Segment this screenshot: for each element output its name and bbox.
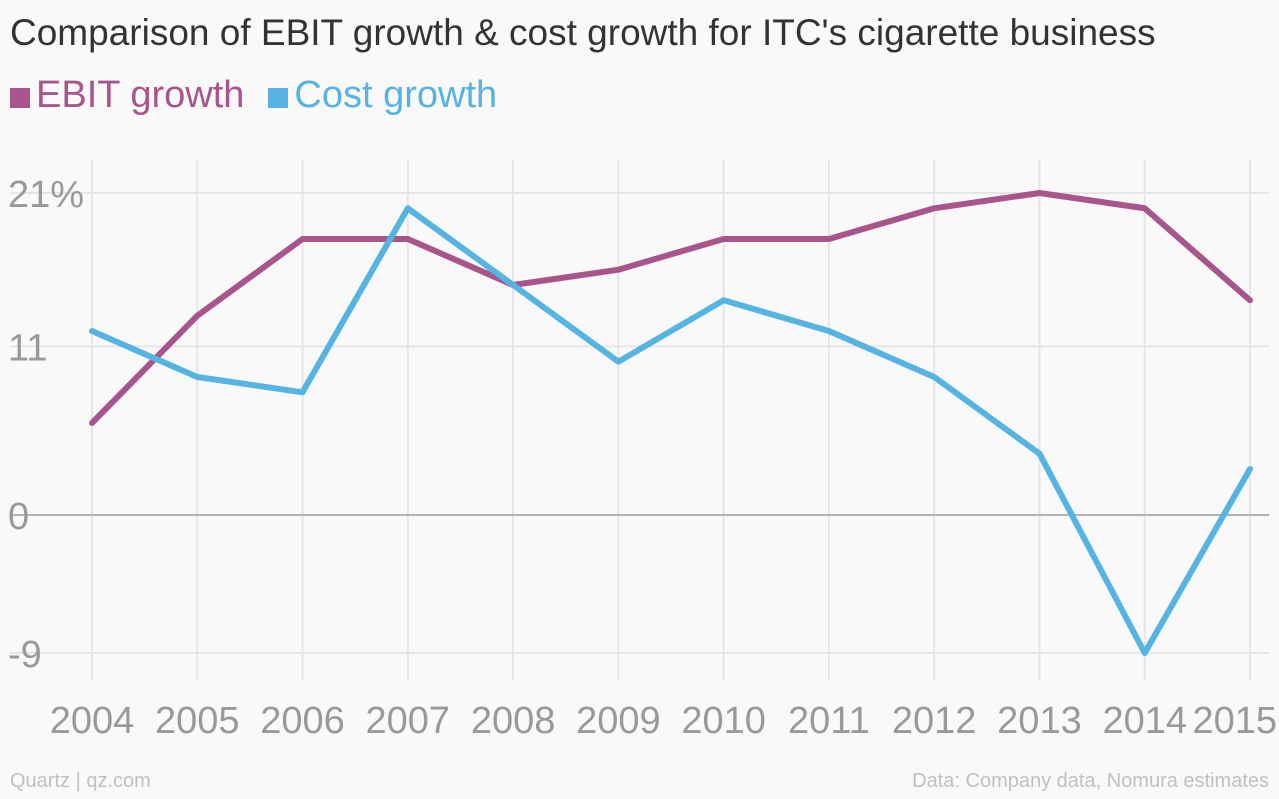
series-line-ebit-growth [89, 190, 1253, 426]
legend-label-ebit-growth: EBIT growth [36, 74, 245, 116]
source-text: Data: Company data, Nomura estimates [912, 770, 1269, 792]
legend-swatch-ebit-growth [10, 87, 30, 108]
x-tick-label: 2006 [260, 700, 345, 742]
legend-label-cost-growth: Cost growth [294, 74, 498, 116]
chart-title: Comparison of EBIT growth & cost growth … [10, 12, 1156, 53]
y-tick-label: -9 [8, 634, 42, 676]
series-line-cost-growth [89, 205, 1253, 656]
x-tick-label: 2014 [1102, 700, 1187, 742]
x-tick-label: 2015 [1192, 700, 1277, 742]
x-tick-label: 2013 [997, 700, 1082, 742]
y-tick-label: 21% [8, 174, 84, 216]
x-tick-label: 2005 [155, 700, 240, 742]
x-tick-label: 2004 [50, 700, 135, 742]
legend-swatch-cost-growth [268, 87, 289, 108]
y-tick-label: 11 [8, 327, 47, 369]
x-tick-label: 2008 [471, 700, 556, 742]
x-tick-label: 2010 [681, 700, 766, 742]
x-tick-label: 2011 [788, 700, 870, 742]
y-tick-label: 0 [8, 496, 29, 538]
x-tick-label: 2012 [892, 700, 977, 742]
x-tick-label: 2009 [576, 700, 661, 742]
x-tick-label: 2007 [366, 700, 451, 742]
legend: EBIT growth Cost growth [10, 74, 521, 117]
credit-text: Quartz | qz.com [10, 770, 151, 792]
legend-item-ebit-growth: EBIT growth [10, 74, 244, 117]
legend-item-cost-growth: Cost growth [268, 74, 497, 117]
